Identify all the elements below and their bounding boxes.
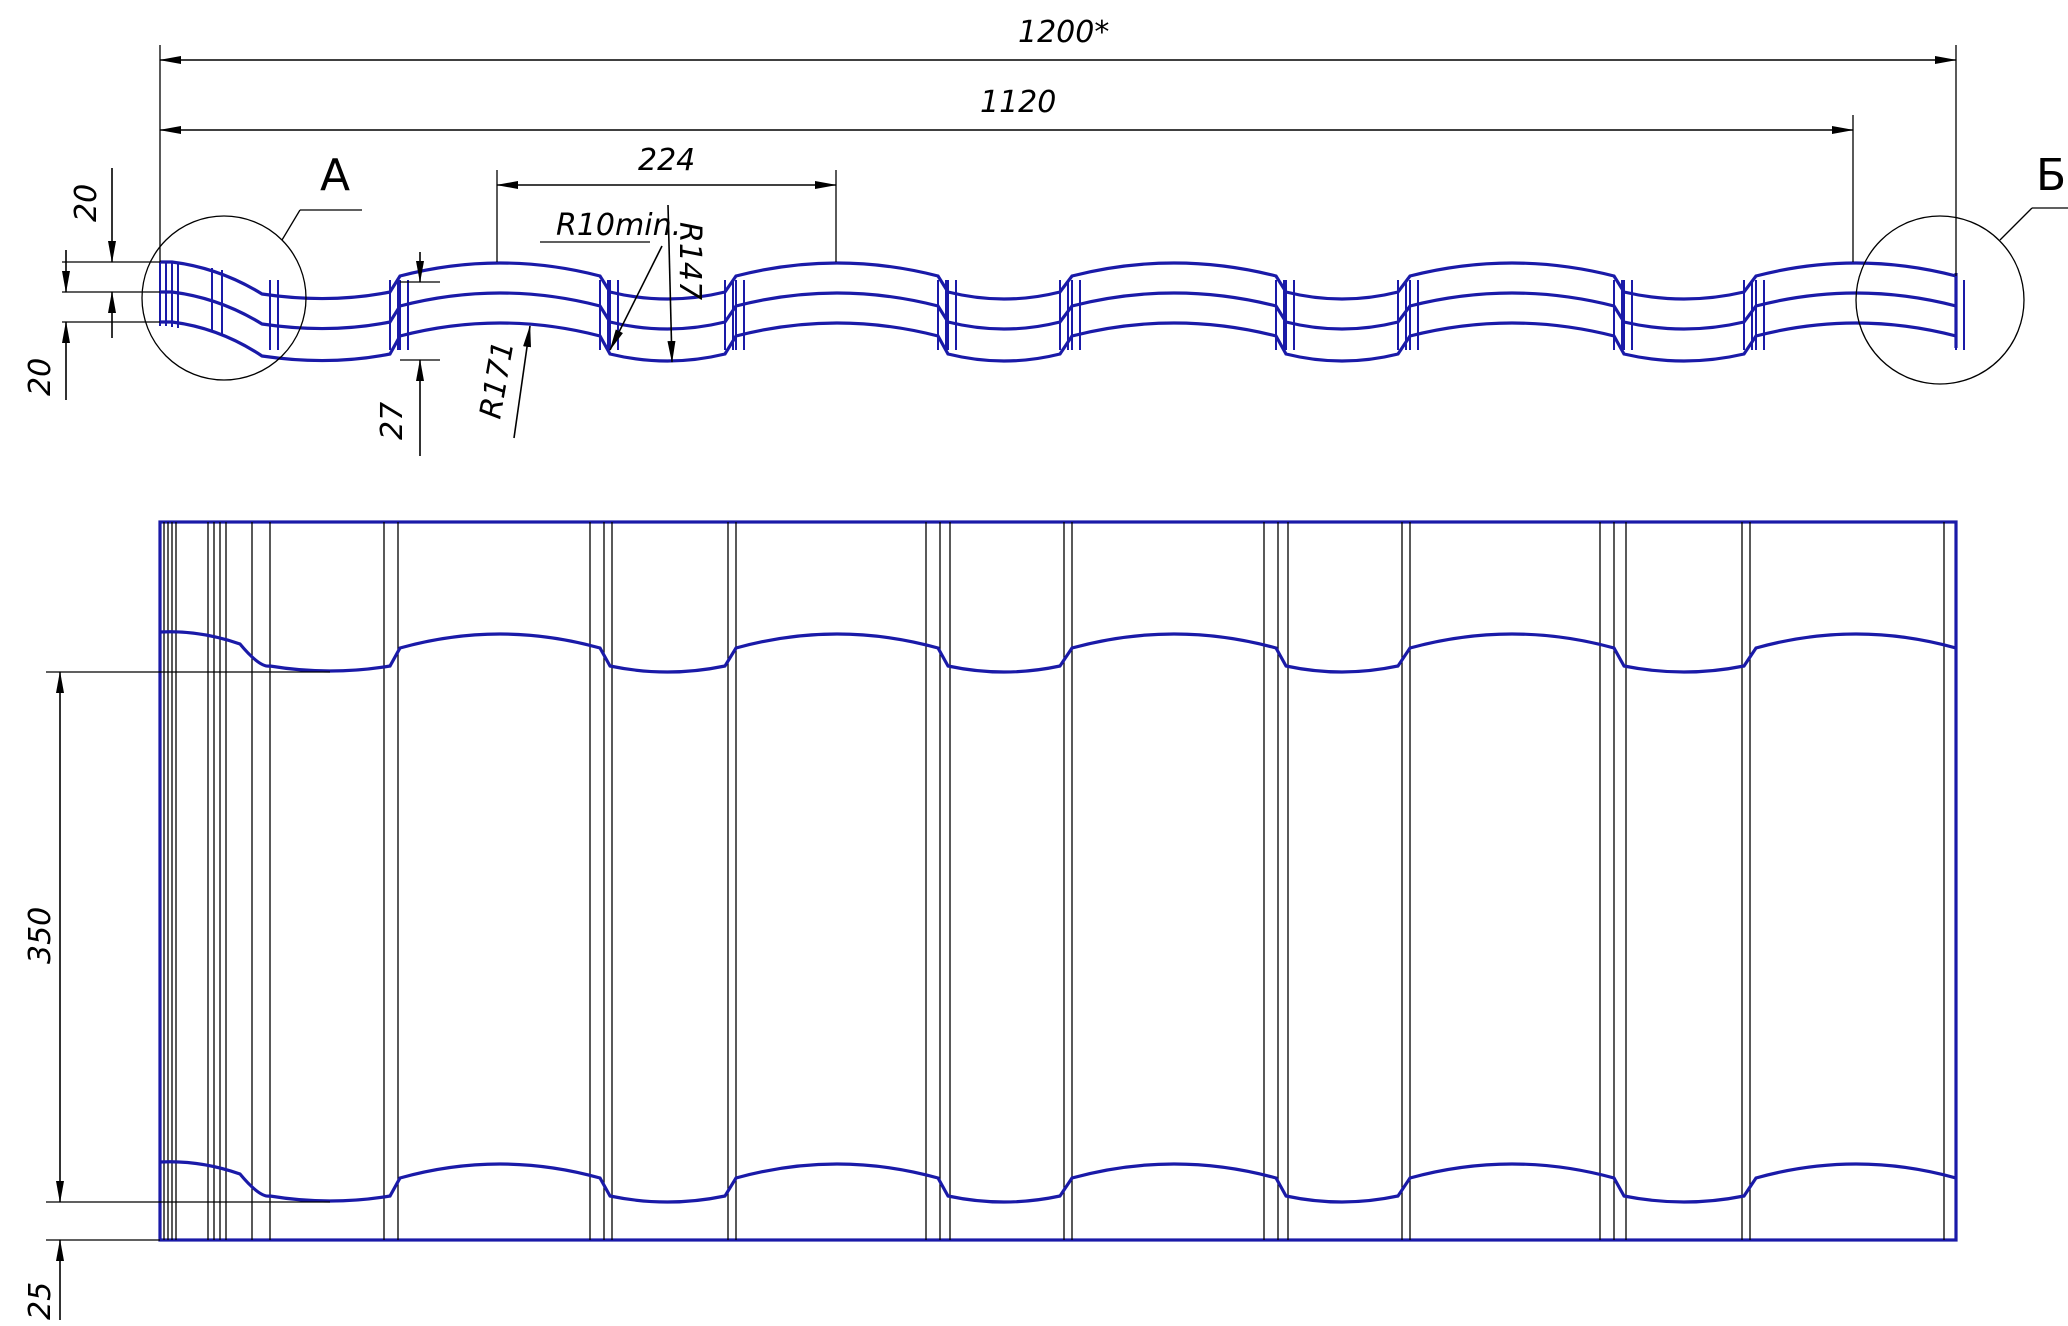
dimension-wave-pitch: 224 bbox=[496, 143, 837, 262]
dimension-steps: 20 20 bbox=[23, 168, 160, 400]
svg-text:R10min.: R10min. bbox=[556, 208, 681, 243]
dimension-edge-offset: 25 bbox=[23, 1239, 160, 1320]
left-edge-detail bbox=[159, 262, 223, 334]
detail-label-a: А bbox=[320, 150, 350, 201]
profile-view bbox=[159, 260, 1965, 363]
plan-step-line-upper bbox=[159, 630, 1957, 674]
dimension-radius-crest: R147 bbox=[667, 204, 707, 363]
svg-text:25: 25 bbox=[23, 1282, 58, 1320]
detail-circle-b bbox=[1855, 215, 2025, 385]
svg-text:20: 20 bbox=[23, 358, 58, 396]
svg-text:27: 27 bbox=[375, 402, 410, 440]
svg-text:R147: R147 bbox=[672, 222, 707, 300]
svg-text:350: 350 bbox=[23, 907, 58, 964]
svg-text:1200*: 1200* bbox=[1018, 15, 1109, 50]
dimension-effective-width: 1120 bbox=[159, 85, 1854, 262]
dimension-module-length: 350 bbox=[23, 671, 330, 1203]
plan-view bbox=[158, 520, 1958, 1242]
dimension-radius-trough: R171 bbox=[473, 325, 531, 439]
svg-text:R171: R171 bbox=[473, 338, 521, 421]
profile-line-top bbox=[160, 260, 1957, 301]
plan-step-line-lower bbox=[159, 1160, 1957, 1204]
dimension-profile-height: 27 bbox=[375, 252, 440, 456]
detail-label-b: Б bbox=[2036, 150, 2066, 201]
dimension-radius-min: R10min. bbox=[540, 208, 681, 351]
svg-text:20: 20 bbox=[69, 184, 104, 222]
dimension-overall-width: 1200* bbox=[159, 15, 1957, 276]
svg-text:1120: 1120 bbox=[980, 85, 1056, 120]
profile-step-lines bbox=[269, 280, 1965, 350]
plan-longitudinal-lines bbox=[163, 522, 1945, 1240]
detail-circle-a bbox=[141, 215, 307, 381]
svg-text:224: 224 bbox=[638, 143, 695, 178]
